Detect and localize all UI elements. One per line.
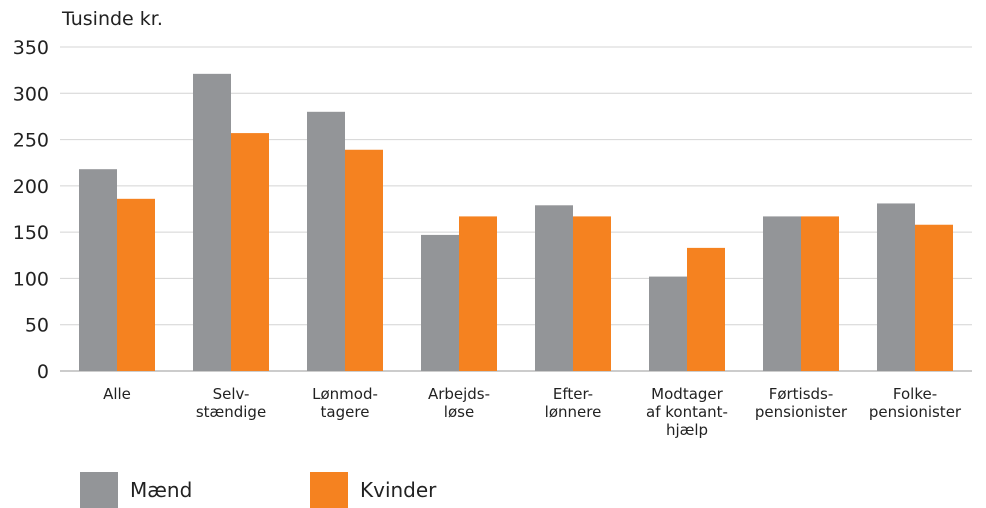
bar-maend-2 [307, 112, 345, 371]
x-tick-label-line: Modtager [651, 385, 723, 403]
x-tick-label-2: Lønmod-tagere [312, 385, 378, 421]
bar-maend-1 [193, 74, 231, 371]
x-tick-label-7: Folke-pensionister [869, 385, 962, 421]
bar-kvinder-5 [687, 248, 725, 371]
bar-maend-0 [79, 169, 117, 371]
x-tick-label-line: pensionister [755, 403, 848, 421]
x-tick-label-1: Selv-stændige [196, 385, 266, 421]
x-tick-label-line: Efter- [553, 385, 593, 403]
x-tick-label-line: løse [444, 403, 474, 421]
bar-kvinder-2 [345, 150, 383, 371]
x-axis-ticks: Alle Selv-stændige Lønmod-tagere Arbejds-lø… [103, 385, 962, 439]
x-tick-label-3: Arbejds-løse [428, 385, 490, 421]
bar-maend-5 [649, 277, 687, 371]
y-tick-label-250: 250 [13, 130, 49, 152]
x-tick-label-line: Selv- [213, 385, 250, 403]
legend-item-maend: Mænd [80, 472, 192, 508]
bar-kvinder-7 [915, 225, 953, 371]
bar-chart: 0 50 100 150 200 250 300 350 Alle Selv-stændige L… [0, 0, 986, 470]
x-tick-label-4: Efter-lønnere [545, 385, 602, 421]
y-tick-label-300: 300 [13, 83, 49, 105]
x-tick-label-line: Lønmod- [312, 385, 378, 403]
x-tick-label-line: stændige [196, 403, 266, 421]
x-tick-label-line: tagere [321, 403, 370, 421]
x-tick-label-line: af kontant- [646, 403, 728, 421]
x-tick-label-5: Modtageraf kontant-hjælp [646, 385, 728, 439]
bars [79, 74, 953, 371]
x-tick-label-line: pensionister [869, 403, 962, 421]
x-tick-label-line: Alle [103, 385, 131, 403]
y-tick-label-200: 200 [13, 176, 49, 198]
x-tick-label-line: lønnere [545, 403, 602, 421]
bar-maend-3 [421, 235, 459, 371]
bar-kvinder-1 [231, 133, 269, 371]
y-axis-ticks: 0 50 100 150 200 250 300 350 [13, 37, 49, 383]
bar-kvinder-4 [573, 216, 611, 371]
y-tick-label-350: 350 [13, 37, 49, 59]
legend-item-kvinder: Kvinder [310, 472, 436, 508]
legend-label-kvinder: Kvinder [360, 478, 436, 502]
y-tick-label-100: 100 [13, 268, 49, 290]
y-tick-label-50: 50 [25, 315, 49, 337]
x-tick-label-line: Folke- [893, 385, 937, 403]
bar-maend-7 [877, 203, 915, 371]
y-tick-label-150: 150 [13, 222, 49, 244]
bar-maend-4 [535, 205, 573, 371]
x-tick-label-0: Alle [103, 385, 131, 403]
bar-kvinder-6 [801, 216, 839, 371]
x-tick-label-line: Arbejds- [428, 385, 490, 403]
bar-kvinder-3 [459, 216, 497, 371]
x-tick-label-6: Førtisds-pensionister [755, 385, 848, 421]
bar-maend-6 [763, 216, 801, 371]
legend-swatch-maend [80, 472, 118, 508]
y-tick-label-0: 0 [37, 361, 49, 383]
legend-swatch-kvinder [310, 472, 348, 508]
x-tick-label-line: hjælp [666, 421, 708, 439]
legend-label-maend: Mænd [130, 478, 192, 502]
x-tick-label-line: Førtisds- [769, 385, 834, 403]
bar-kvinder-0 [117, 199, 155, 371]
